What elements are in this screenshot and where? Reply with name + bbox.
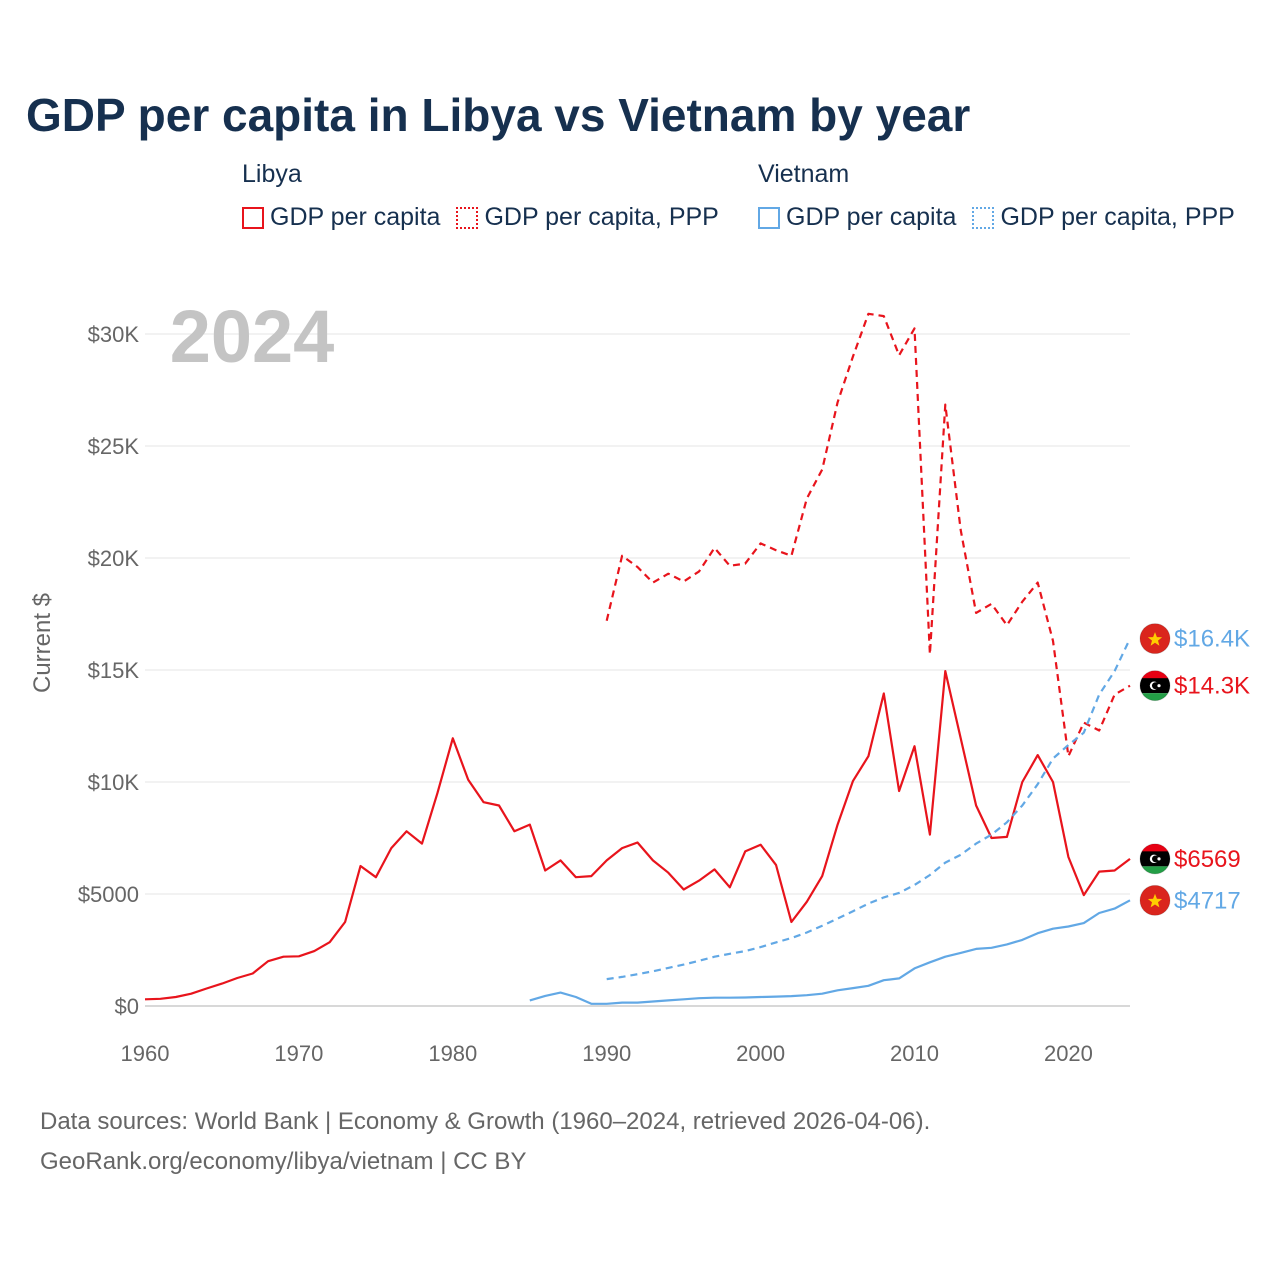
- legend-group-libya: Libya GDP per capita GDP per capita, PPP: [242, 160, 719, 232]
- end-value-label: $6569: [1174, 846, 1241, 873]
- x-tick-label: 1990: [582, 1041, 631, 1066]
- series-line-vietnam-gdp-per-capita: [529, 899, 1131, 1005]
- x-tick-label: 1980: [428, 1041, 477, 1066]
- legend-group-vietnam: Vietnam GDP per capita GDP per capita, P…: [758, 160, 1235, 232]
- footer-link[interactable]: GeoRank.org/economy/libya/vietnam | CC B…: [40, 1148, 527, 1175]
- y-tick-label: $30K: [88, 322, 140, 347]
- crescent-cutout: [1152, 855, 1159, 863]
- legend-swatch-solid: [758, 206, 780, 229]
- x-tick-label: 2000: [736, 1041, 785, 1066]
- flag-body: [1140, 885, 1170, 916]
- flag-outline: [1139, 670, 1171, 702]
- series-line-vietnam-gdp-per-capita-ppp: [606, 638, 1131, 981]
- end-value-label: $16.4K: [1174, 626, 1250, 653]
- legend-label: GDP per capita: [270, 203, 441, 231]
- year-watermark: 2024: [170, 295, 335, 378]
- axis-layer: $0 $5000 $10K $15K $20K $25K $30K 1960 1970 1980 1…: [78, 322, 1130, 1066]
- chart-title: GDP per capita in Libya vs Vietnam by ye…: [26, 89, 971, 141]
- series-layer: [144, 312, 1131, 1005]
- legend-group-title: Vietnam: [758, 160, 850, 188]
- y-tick-label: $0: [115, 994, 139, 1019]
- legend-item-vietnam-gdp-ppp[interactable]: GDP per capita, PPP: [972, 203, 1235, 232]
- legend-swatch-dotted: [972, 206, 995, 229]
- flag-outline: [1139, 623, 1171, 655]
- y-tick-label: $25K: [88, 434, 140, 459]
- vietnam-flag-icon: [1139, 884, 1171, 916]
- flag-stripe-red: [1140, 670, 1170, 680]
- x-tick-label: 1960: [121, 1041, 170, 1066]
- grid-layer: [145, 333, 1130, 895]
- flag-body: [1140, 623, 1170, 654]
- x-tick-label: 1970: [274, 1041, 323, 1066]
- flag-stripe-red: [1140, 843, 1170, 853]
- series-line-libya-gdp-per-capita: [144, 670, 1131, 1001]
- footer-sources: Data sources: World Bank | Economy & Gro…: [40, 1108, 931, 1135]
- legend-group-title: Libya: [242, 160, 302, 188]
- y-tick-label: $20K: [88, 546, 140, 571]
- y-axis-label: Current $: [29, 593, 56, 693]
- end-value-label: $14.3K: [1174, 673, 1250, 700]
- y-tick-label: $15K: [88, 658, 140, 683]
- star-icon: [1157, 857, 1161, 861]
- series-line-libya-gdp-per-capita-ppp: [605, 312, 1131, 758]
- vietnam-flag-icon: [1139, 623, 1171, 655]
- star-icon: [1157, 684, 1161, 688]
- legend-item-libya-gdp-ppp[interactable]: GDP per capita, PPP: [456, 203, 719, 232]
- label-layer: $16.4K $14.3K $6569 $4717: [1139, 623, 1250, 916]
- star-icon: [1147, 632, 1163, 646]
- flag-body: [1140, 670, 1170, 701]
- legend-item-vietnam-gdp[interactable]: GDP per capita: [758, 203, 956, 232]
- flag-stripe-green: [1140, 693, 1170, 701]
- end-value-label: $4717: [1174, 887, 1241, 914]
- legend-swatch-solid: [242, 206, 264, 229]
- legend-item-libya-gdp[interactable]: GDP per capita: [242, 203, 440, 232]
- x-tick-label: 2020: [1044, 1041, 1093, 1066]
- legend-label: GDP per capita, PPP: [484, 203, 719, 231]
- y-tick-label: $5000: [78, 882, 139, 907]
- flag-outline: [1139, 884, 1171, 916]
- libya-flag-icon: [1139, 843, 1171, 875]
- star-icon: [1147, 893, 1163, 908]
- y-tick-label: $10K: [88, 770, 140, 795]
- flag-outline: [1139, 843, 1171, 875]
- flag-stripe-green: [1140, 866, 1170, 874]
- legend-swatch-dotted: [456, 206, 479, 229]
- legend-label: GDP per capita: [786, 203, 957, 231]
- x-tick-label: 2010: [890, 1041, 939, 1066]
- libya-flag-icon: [1139, 670, 1171, 702]
- legend-label: GDP per capita, PPP: [1000, 203, 1235, 231]
- flag-body: [1140, 843, 1170, 874]
- crescent-cutout: [1152, 682, 1159, 690]
